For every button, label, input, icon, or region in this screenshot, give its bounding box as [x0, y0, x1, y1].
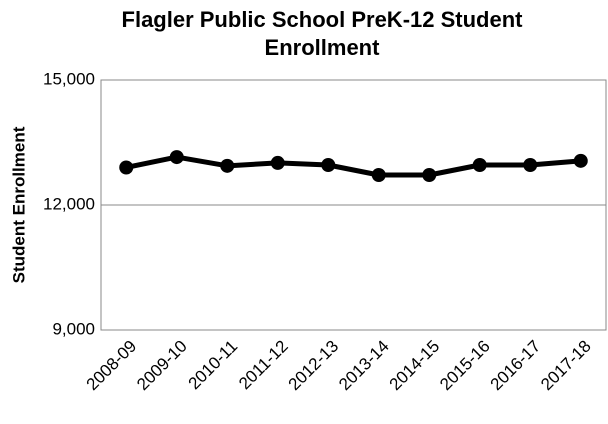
y-tick-label: 15,000 — [43, 69, 95, 88]
chart-title: Flagler Public School PreK-12 Student En… — [121, 7, 523, 60]
x-tick-label: 2010-11 — [185, 337, 242, 394]
y-tick-label: 12,000 — [43, 194, 95, 213]
point — [321, 158, 336, 172]
point — [573, 153, 588, 168]
point — [422, 168, 437, 182]
point — [371, 168, 386, 182]
point — [270, 155, 285, 170]
y-axis-label: Student Enrollment — [9, 126, 28, 283]
point — [169, 150, 184, 165]
line — [125, 154, 581, 178]
point — [119, 160, 134, 175]
x-tick-label: 2014-15 — [386, 337, 444, 395]
x-tick-label: 2011-12 — [235, 337, 292, 394]
point — [523, 158, 538, 172]
x-tick-label: 2016-17 — [487, 337, 545, 395]
y-tick-label: 9,000 — [52, 319, 95, 338]
x-tick-label: 2012-13 — [285, 337, 343, 395]
point — [472, 158, 487, 172]
x-tick-label: 2013-14 — [335, 337, 393, 395]
x-tick-label: 2015-16 — [436, 337, 494, 395]
x-tick-label: 2017-18 — [537, 337, 595, 395]
x-tick-label: 2009-10 — [133, 337, 191, 395]
point — [220, 158, 235, 173]
x-tick-label: 2008-09 — [83, 337, 141, 395]
